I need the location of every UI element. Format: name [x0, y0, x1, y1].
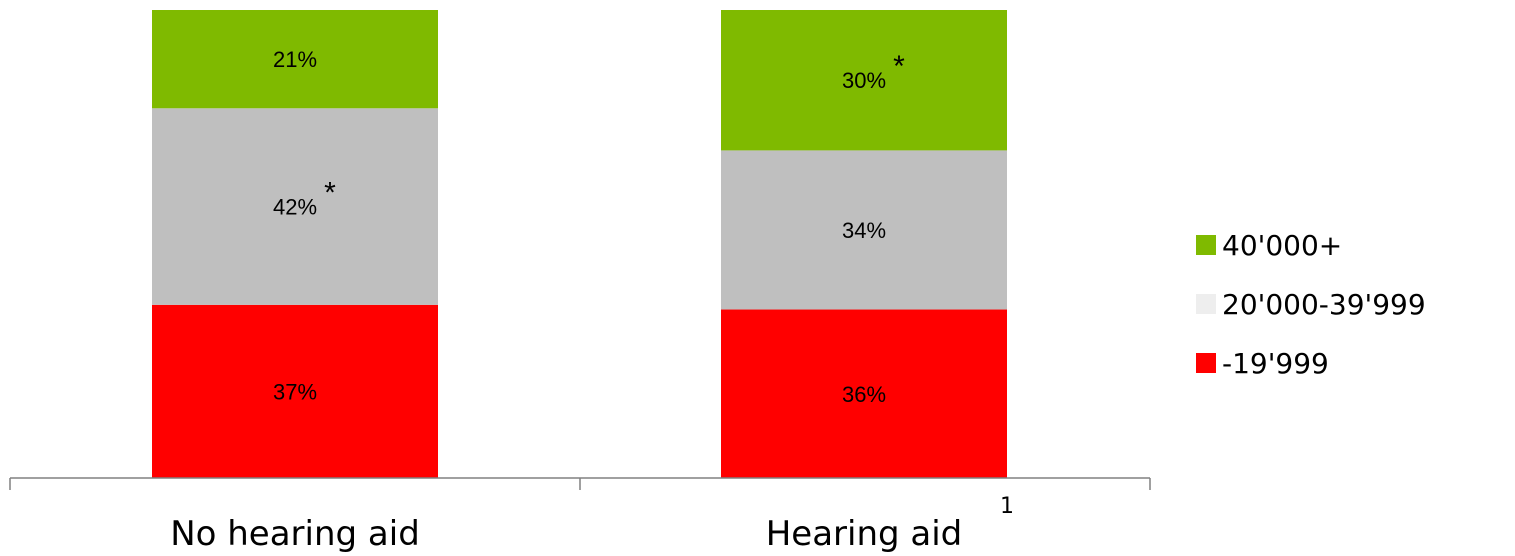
bar-segment-19-999: [152, 304, 438, 478]
data-label: 37%: [273, 379, 317, 404]
category-label: No hearing aid: [170, 514, 420, 554]
legend: 40'000+ 20'000-39'999 -19'999: [1196, 229, 1426, 380]
data-label: 36%: [842, 382, 886, 407]
bar-segment-20-000-39-999: [152, 108, 438, 305]
bar-segment-40-000: [152, 10, 438, 109]
data-label: 21%: [273, 47, 317, 72]
asterisk-marker: *: [893, 50, 905, 83]
legend-swatch-19-999: [1196, 353, 1216, 373]
legend-label: -19'999: [1222, 347, 1329, 380]
legend-label: 40'000+: [1222, 229, 1342, 262]
asterisk-marker: *: [324, 177, 336, 210]
bar-segment-40-000: [721, 10, 1007, 151]
bar-segment-20-000-39-999: [721, 150, 1007, 310]
legend-swatch-20-000-39-999: [1196, 294, 1216, 314]
category-footnote: 1: [1000, 494, 1014, 519]
legend-swatch-40-000: [1196, 235, 1216, 255]
bars-group: 37% 42% * 21% 36% 34% 30% *: [152, 10, 1007, 478]
data-label: 34%: [842, 218, 886, 243]
legend-label: 20'000-39'999: [1222, 288, 1426, 321]
data-label: 42%: [273, 195, 317, 220]
category-labels: No hearing aid Hearing aid 1: [170, 494, 1014, 554]
x-axis: [9, 477, 1151, 490]
data-label: 30%: [842, 68, 886, 93]
category-label: Hearing aid: [766, 514, 963, 554]
bar-segment-19-999: [721, 309, 1007, 478]
